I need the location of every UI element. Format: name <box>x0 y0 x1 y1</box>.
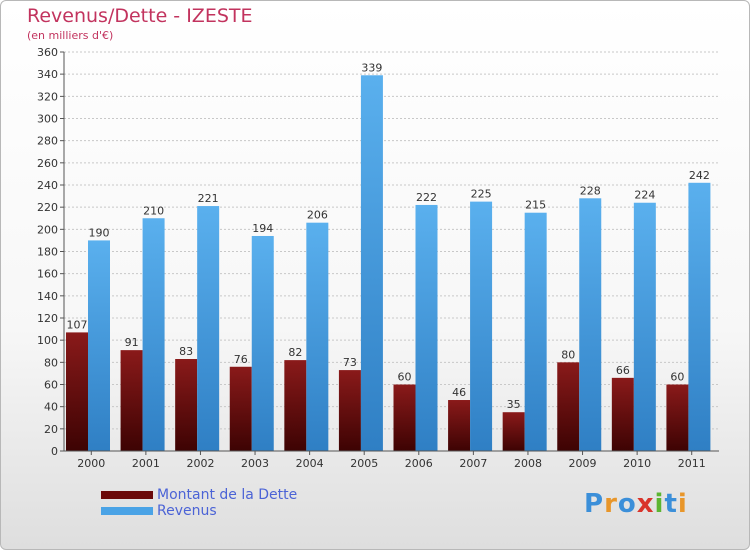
bar-revenus <box>688 182 711 452</box>
logo-letter: o <box>617 489 637 519</box>
y-tick-label: 220 <box>37 201 58 214</box>
data-label-dette: 107 <box>67 318 88 331</box>
data-label-revenus: 339 <box>361 61 382 74</box>
y-tick-label: 40 <box>44 401 58 414</box>
bar-dette <box>611 377 634 451</box>
y-tick-label: 360 <box>37 46 58 59</box>
bar-revenus <box>470 201 493 451</box>
y-tick-label: 180 <box>37 246 58 259</box>
bar-revenus <box>142 218 165 451</box>
data-label-revenus: 221 <box>198 192 219 205</box>
x-tick-label: 2011 <box>678 457 706 470</box>
bar-dette <box>557 362 580 451</box>
x-tick-label: 2000 <box>77 457 105 470</box>
logo-letter: i <box>654 489 665 519</box>
y-tick-label: 140 <box>37 290 58 303</box>
x-tick-label: 2007 <box>459 457 487 470</box>
data-label-dette: 60 <box>398 371 412 384</box>
bar-revenus <box>633 202 656 451</box>
y-tick-label: 0 <box>51 445 58 458</box>
bar-dette <box>120 350 143 451</box>
y-tick-label: 120 <box>37 312 58 325</box>
data-label-dette: 91 <box>125 336 139 349</box>
chart-title: Revenus/Dette - IZESTE <box>27 5 253 27</box>
x-tick-label: 2010 <box>623 457 651 470</box>
x-tick-label: 2006 <box>405 457 433 470</box>
data-label-revenus: 222 <box>416 191 437 204</box>
bar-revenus <box>415 204 438 451</box>
legend-label-dette: Montant de la Dette <box>157 487 298 503</box>
data-label-revenus: 194 <box>252 222 273 235</box>
x-tick-label: 2001 <box>132 457 160 470</box>
y-tick-label: 20 <box>44 423 58 436</box>
data-label-revenus: 210 <box>143 204 164 217</box>
bar-dette <box>666 384 689 451</box>
logo-letter: t <box>664 489 678 519</box>
bar-dette <box>284 360 307 451</box>
data-label-dette: 66 <box>616 364 630 377</box>
data-label-revenus: 215 <box>525 199 546 212</box>
x-tick-label: 2009 <box>569 457 597 470</box>
y-tick-label: 160 <box>37 268 58 281</box>
legend-label-revenus: Revenus <box>157 503 217 519</box>
bar-revenus <box>88 240 110 451</box>
bar-revenus <box>197 206 220 451</box>
bar-dette <box>229 366 252 451</box>
bar-revenus <box>579 198 602 451</box>
x-tick-label: 2008 <box>514 457 542 470</box>
data-label-revenus: 225 <box>471 188 492 201</box>
y-tick-label: 200 <box>37 223 58 236</box>
chart-subtitle: (en milliers d'€) <box>27 29 114 42</box>
legend-swatch-revenus <box>101 507 153 515</box>
bar-dette <box>66 332 88 451</box>
data-label-dette: 35 <box>507 398 521 411</box>
y-tick-label: 60 <box>44 379 58 392</box>
data-label-dette: 60 <box>670 371 684 384</box>
proxiti-logo: Proxiti <box>584 489 688 519</box>
logo-letter: P <box>584 489 605 519</box>
data-label-revenus: 228 <box>580 184 601 197</box>
logo-letter: x <box>636 489 655 519</box>
data-label-revenus: 190 <box>89 226 110 239</box>
data-label-dette: 73 <box>343 356 357 369</box>
data-label-dette: 76 <box>234 353 248 366</box>
bar-dette <box>175 359 198 451</box>
y-tick-label: 300 <box>37 113 58 126</box>
x-tick-label: 2002 <box>186 457 214 470</box>
bar-revenus <box>524 212 547 451</box>
data-label-dette: 46 <box>452 386 466 399</box>
bar-revenus <box>306 222 329 451</box>
y-tick-label: 80 <box>44 356 58 369</box>
x-tick-label: 2003 <box>241 457 269 470</box>
legend-swatch-dette <box>101 491 153 499</box>
logo-letter: i <box>677 489 688 519</box>
data-label-dette: 82 <box>288 346 302 359</box>
bar-dette <box>448 400 471 451</box>
bar-revenus <box>360 75 383 452</box>
x-tick-label: 2004 <box>296 457 324 470</box>
bar-dette <box>502 412 525 451</box>
logo-letter: r <box>604 489 618 519</box>
data-label-revenus: 242 <box>689 169 710 182</box>
data-label-dette: 83 <box>179 345 193 358</box>
x-tick-label: 2005 <box>350 457 378 470</box>
y-tick-label: 320 <box>37 90 58 103</box>
y-tick-label: 340 <box>37 68 58 81</box>
y-tick-label: 240 <box>37 179 58 192</box>
data-label-revenus: 224 <box>634 189 655 202</box>
bar-dette <box>393 384 416 451</box>
data-label-revenus: 206 <box>307 209 328 222</box>
data-label-dette: 80 <box>561 348 575 361</box>
bar-dette <box>338 370 361 451</box>
y-tick-label: 280 <box>37 135 58 148</box>
bar-revenus <box>251 235 274 451</box>
y-tick-label: 260 <box>37 157 58 170</box>
y-tick-label: 100 <box>37 334 58 347</box>
